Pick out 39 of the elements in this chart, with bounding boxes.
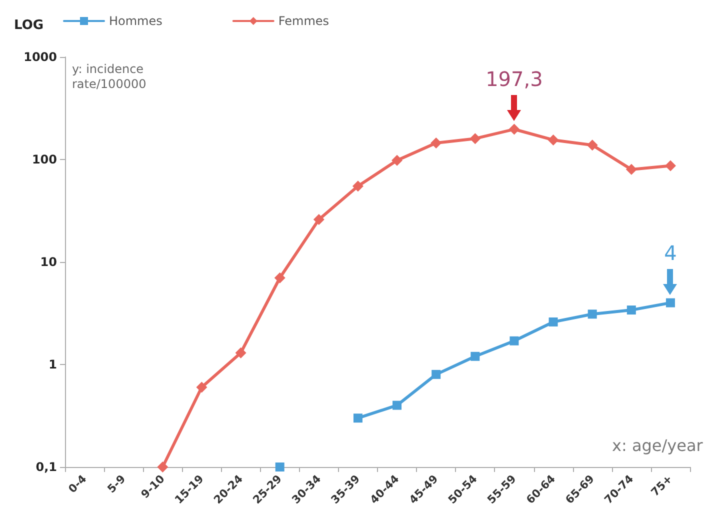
legend-label: Hommes <box>109 14 162 28</box>
legend-label: Femmes <box>278 14 330 28</box>
point <box>626 306 636 315</box>
point <box>275 462 284 472</box>
x-tick-label: 75+ <box>648 472 676 499</box>
point <box>548 317 558 326</box>
x-tick-label: 0-4 <box>66 472 90 496</box>
point <box>274 272 286 284</box>
point <box>352 180 364 192</box>
point <box>626 164 637 175</box>
point <box>470 133 481 144</box>
y-tick-label: 100 <box>32 152 57 166</box>
point <box>353 414 362 423</box>
point <box>664 160 676 172</box>
point <box>157 462 168 472</box>
point <box>588 310 597 319</box>
point <box>666 298 675 308</box>
x-axis-title: x: age/year <box>612 436 703 455</box>
point <box>470 352 480 361</box>
point <box>548 134 559 146</box>
point <box>235 347 246 358</box>
annotation: 4 <box>664 240 677 265</box>
y-tick-label: 1000 <box>24 50 57 64</box>
y-axis-title: y: incidence rate/100000 <box>72 62 148 92</box>
y-tick-label: 10 <box>40 255 57 269</box>
point <box>392 154 403 166</box>
text: LOG <box>14 18 44 33</box>
point <box>508 124 520 135</box>
point <box>313 214 324 225</box>
point <box>510 336 519 346</box>
y-tick-label: 0,1 <box>36 460 57 474</box>
point <box>196 382 208 393</box>
y-tick-label: 1 <box>48 358 57 372</box>
point <box>430 137 442 148</box>
point <box>586 140 598 151</box>
x-tick-label: 5-9 <box>104 472 128 496</box>
point <box>432 370 441 379</box>
point <box>392 400 402 410</box>
annotation: 197,3 <box>486 67 543 92</box>
